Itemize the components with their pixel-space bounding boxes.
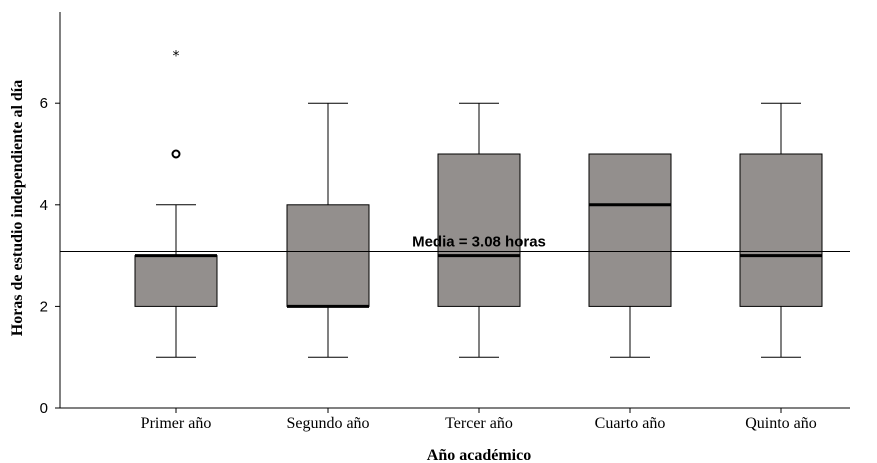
x-tick-label: Primer año <box>141 415 212 432</box>
box-4 <box>588 153 672 358</box>
outlier-circle <box>171 149 181 159</box>
box-5 <box>739 102 823 358</box>
outlier-star: * <box>173 48 180 64</box>
y-axis-ticks: 0 2 4 6 <box>40 95 60 417</box>
box-2 <box>286 102 370 358</box>
box-3 <box>437 102 521 358</box>
x-tick-label: Quinto año <box>745 415 817 432</box>
x-axis-title: Año académico <box>427 447 531 463</box>
box-1: * <box>134 48 218 358</box>
x-tick-label: Cuarto año <box>595 415 666 432</box>
y-tick-label-6: 6 <box>40 95 48 112</box>
iqr-box <box>134 255 218 307</box>
iqr-box <box>739 153 823 307</box>
y-tick-label-4: 4 <box>40 197 48 214</box>
iqr-box <box>588 153 672 307</box>
boxes-group: * <box>134 48 823 358</box>
iqr-box <box>286 204 370 307</box>
y-tick-label-0: 0 <box>40 400 48 417</box>
mean-reference-label: Media = 3.08 horas <box>412 234 546 251</box>
iqr-box <box>437 153 521 307</box>
x-tick-label: Segundo año <box>286 415 369 432</box>
x-axis-ticks: Primer año Segundo año Tercer año Cuarto añ… <box>141 408 817 432</box>
y-axis-title: Horas de estudio independiente al día <box>9 80 26 336</box>
x-tick-label: Tercer año <box>445 415 513 432</box>
y-tick-label-2: 2 <box>40 298 48 315</box>
